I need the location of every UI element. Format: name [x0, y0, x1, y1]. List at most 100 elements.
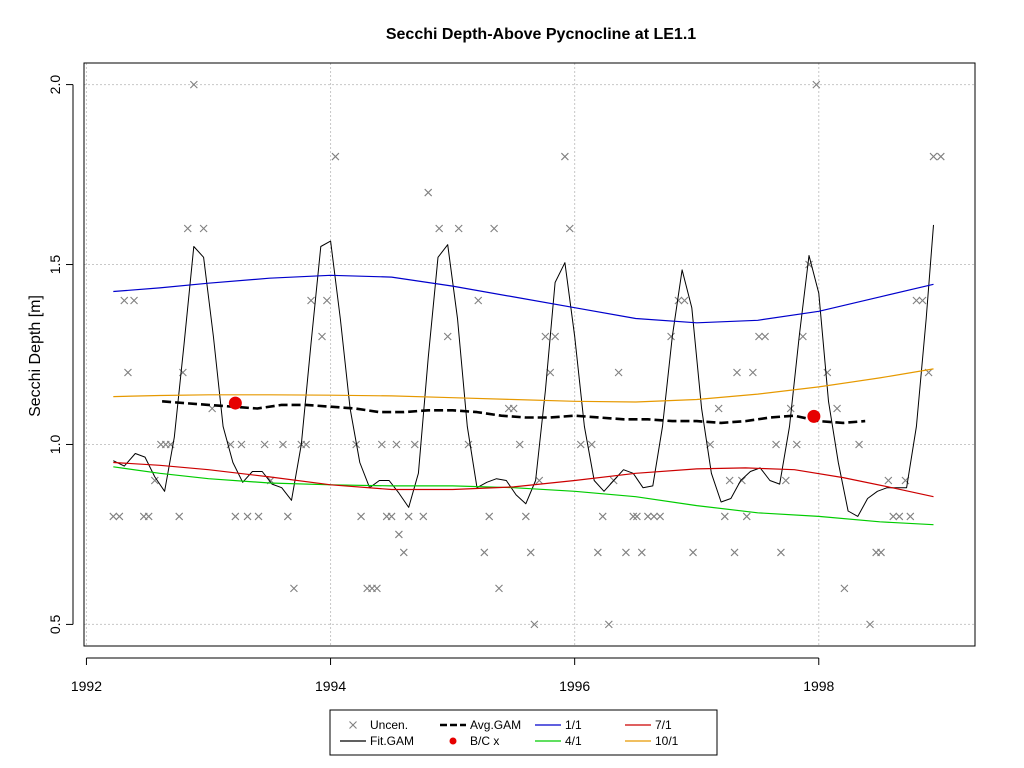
data-point-uncen — [866, 620, 874, 629]
data-point-uncen — [480, 548, 489, 557]
data-point-uncen — [805, 260, 813, 269]
cross-stroke — [307, 296, 315, 305]
data-point-uncen — [231, 512, 240, 521]
data-point-uncen — [175, 512, 184, 521]
data-point-uncen — [644, 512, 652, 521]
cross-stroke — [144, 512, 153, 521]
data-point-uncen — [237, 440, 246, 449]
data-point-uncen — [918, 296, 927, 305]
cross-stroke — [419, 512, 428, 521]
cross-stroke — [290, 584, 298, 593]
cross-stroke — [331, 152, 340, 161]
cross-stroke — [521, 512, 530, 521]
data-point-bc — [228, 396, 242, 410]
cross-stroke — [199, 224, 208, 233]
cross-stroke — [318, 332, 326, 341]
y-axis-label: Secchi Depth [m] — [27, 295, 44, 417]
plot-frame — [83, 62, 976, 647]
cross-stroke — [495, 584, 503, 593]
cross-stroke — [689, 548, 697, 557]
data-point-uncen — [109, 512, 118, 521]
data-point-uncen — [399, 548, 408, 557]
data-point-uncen — [742, 512, 751, 521]
cross-stroke — [130, 296, 138, 305]
cross-stroke — [812, 80, 821, 89]
data-point-uncen — [730, 548, 739, 557]
data-point-uncen — [551, 332, 560, 341]
legend-item: 1/1 — [535, 718, 582, 732]
data-point-uncen — [906, 512, 915, 521]
series-line-fit-gam — [113, 224, 934, 517]
legend-item: Avg.GAM — [440, 718, 521, 732]
cross-stroke — [150, 476, 159, 485]
data-point-uncen — [144, 512, 153, 521]
cross-stroke — [535, 476, 544, 485]
data-point-uncen — [680, 296, 689, 305]
legend-label: 1/1 — [565, 718, 582, 732]
cross-stroke — [924, 368, 933, 377]
cross-stroke — [629, 512, 638, 521]
data-point-uncen — [279, 440, 287, 449]
cross-stroke — [109, 512, 118, 521]
y-tick-label: 2.0 — [47, 75, 63, 95]
cross-stroke — [906, 512, 915, 521]
cross-stroke — [443, 332, 452, 341]
cross-stroke — [633, 512, 641, 521]
data-point-uncen — [323, 296, 331, 305]
data-point-uncen — [115, 512, 124, 521]
cross-stroke — [884, 476, 893, 485]
cross-stroke — [644, 512, 652, 521]
y-tick-label: 0.5 — [47, 614, 63, 634]
cross-stroke — [454, 224, 463, 233]
legend: Uncen. Fit.GAM Avg.GAM B/C x 1/1 4/1 7/1 10/1 — [329, 709, 718, 756]
cross-stroke — [435, 224, 444, 233]
cross-stroke — [614, 368, 623, 377]
cross-stroke — [725, 476, 734, 485]
data-point-uncen — [199, 224, 208, 233]
data-point-uncen — [604, 620, 613, 629]
data-point-bc — [807, 409, 821, 423]
data-point-uncen — [490, 224, 498, 233]
data-point-uncen — [792, 440, 801, 449]
data-point-uncen — [435, 224, 444, 233]
data-point-uncen — [633, 512, 641, 521]
data-point-uncen — [307, 296, 315, 305]
data-point-uncen — [377, 440, 386, 449]
cross-stroke — [593, 548, 602, 557]
data-point-uncen — [535, 476, 544, 485]
data-point-uncen — [877, 548, 885, 557]
data-point-uncen — [689, 548, 697, 557]
data-point-uncen — [929, 152, 938, 161]
data-point-uncen — [546, 368, 555, 377]
data-point-uncen — [781, 476, 790, 485]
cross-stroke — [323, 296, 331, 305]
cross-stroke — [730, 548, 739, 557]
data-point-uncen — [786, 404, 795, 413]
cross-stroke — [279, 440, 287, 449]
cross-stroke — [424, 188, 433, 197]
cross-stroke — [823, 368, 832, 377]
cross-stroke — [576, 440, 585, 449]
cross-stroke — [833, 404, 841, 413]
data-point-uncen — [714, 404, 723, 413]
data-point-uncen — [761, 332, 769, 341]
cross-stroke — [243, 512, 252, 521]
legend-label: Fit.GAM — [370, 734, 414, 748]
data-point-uncen — [521, 512, 530, 521]
cross-stroke — [855, 440, 863, 449]
data-point-uncen — [755, 332, 763, 341]
data-point-uncen — [387, 512, 396, 521]
legend-label: 4/1 — [565, 734, 582, 748]
cross-stroke — [680, 296, 689, 305]
data-point-uncen — [720, 512, 729, 521]
data-point-uncen — [150, 476, 159, 485]
legend-label: 10/1 — [655, 734, 679, 748]
cross-stroke — [667, 332, 675, 341]
cross-stroke — [805, 260, 813, 269]
x-tick-label: 1994 — [315, 678, 346, 694]
data-point-uncen — [530, 620, 539, 629]
data-point-uncen — [443, 332, 452, 341]
cross-stroke — [918, 296, 927, 305]
